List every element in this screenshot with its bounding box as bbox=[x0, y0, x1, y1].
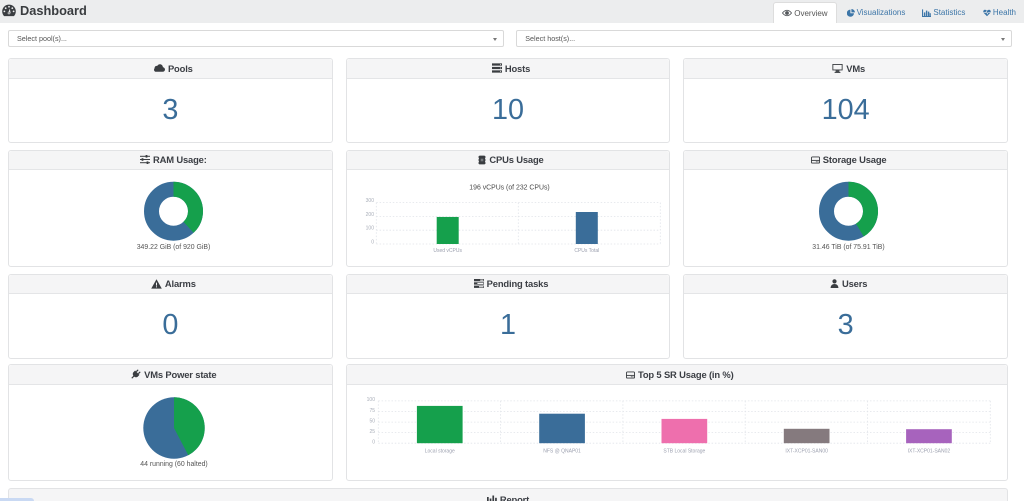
svg-text:100: 100 bbox=[365, 226, 374, 232]
svg-text:IXT-XCP01-SAN00: IXT-XCP01-SAN00 bbox=[785, 448, 828, 454]
svg-text:349.22 GiB (of 920 GiB): 349.22 GiB (of 920 GiB) bbox=[137, 244, 211, 251]
svg-text:100: 100 bbox=[366, 397, 375, 403]
svg-text:50: 50 bbox=[369, 418, 375, 424]
svg-text:NFS @ QNAP01: NFS @ QNAP01 bbox=[543, 448, 581, 454]
svg-text:Local storage: Local storage bbox=[424, 448, 454, 454]
svg-text:IXT-XCP01-SAN02: IXT-XCP01-SAN02 bbox=[907, 448, 950, 454]
svg-text:75: 75 bbox=[369, 407, 375, 413]
svg-text:0: 0 bbox=[371, 239, 374, 245]
svg-text:31.46 TiB (of 75.91 TiB): 31.46 TiB (of 75.91 TiB) bbox=[813, 244, 885, 251]
svg-text:STB Local Storage: STB Local Storage bbox=[663, 448, 705, 454]
svg-text:25: 25 bbox=[369, 428, 375, 434]
svg-text:300: 300 bbox=[365, 198, 374, 204]
svg-text:Used vCPUs: Used vCPUs bbox=[433, 248, 462, 254]
svg-text:CPUs Total: CPUs Total bbox=[574, 248, 599, 254]
svg-text:44 running (60 halted): 44 running (60 halted) bbox=[140, 461, 207, 468]
svg-text:0: 0 bbox=[372, 439, 375, 445]
svg-text:196 vCPUs (of 232 CPUs): 196 vCPUs (of 232 CPUs) bbox=[469, 185, 549, 192]
svg-text:200: 200 bbox=[365, 212, 374, 218]
